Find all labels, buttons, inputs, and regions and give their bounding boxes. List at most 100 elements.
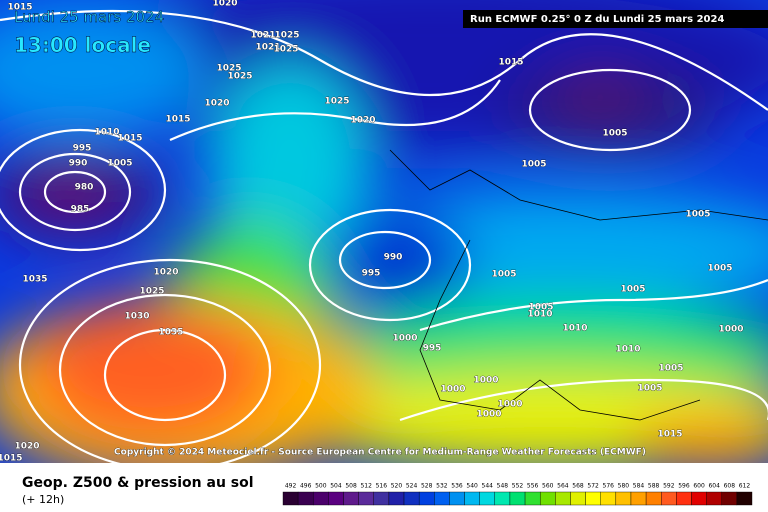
scale-label: 512: [360, 483, 372, 490]
scale-cell: [615, 491, 632, 506]
scale-cell: [479, 491, 496, 506]
isobar-label: 1020: [350, 116, 375, 126]
scale-label: 504: [330, 483, 342, 490]
isobar-label: 1025: [139, 287, 164, 297]
scale-cell: [403, 491, 420, 506]
scale-cell: [449, 491, 465, 506]
isobar-label: 1025: [216, 64, 241, 74]
scale-cell: [282, 491, 299, 506]
scale-cell: [645, 491, 662, 506]
scale-label: 604: [708, 483, 720, 490]
isobar-label: 1005: [528, 303, 553, 313]
isobar-label: 1000: [718, 325, 743, 335]
isobar-label: 995: [423, 344, 442, 354]
scale-cell: [661, 491, 677, 506]
isobar-label: 1010: [527, 310, 552, 320]
isobar-label: 1025: [273, 45, 298, 55]
scale-label: 540: [466, 483, 478, 490]
scale-cell: [585, 491, 601, 506]
run-box: [463, 10, 768, 28]
scale-cell: [630, 491, 647, 506]
footer-title: Geop. Z500 & pression au sol: [22, 475, 254, 491]
isobar-label: 1005: [637, 384, 662, 394]
scale-cell: [676, 491, 692, 506]
scale-cell: [313, 491, 329, 506]
scale-label: 600: [693, 483, 705, 490]
scale-label: 580: [618, 483, 630, 490]
scale-cell: [736, 491, 753, 506]
isobar-label: 1021: [255, 43, 280, 53]
isobar-label: 990: [69, 159, 88, 169]
scale-label: 552: [512, 483, 524, 490]
scale-cell: [494, 491, 511, 506]
isobar-label: 1000: [392, 334, 417, 344]
isobar-label: 1010: [615, 345, 640, 355]
isobar-label: 1000: [440, 385, 465, 395]
time: 13:00 locale: [14, 33, 151, 57]
isobar-label: 1025: [274, 31, 299, 41]
scale-cell: [434, 491, 450, 506]
scale-cell: [691, 491, 707, 506]
scale-label: 516: [376, 483, 388, 490]
scale-label: 500: [315, 483, 327, 490]
isobar-label: 1015: [7, 3, 32, 13]
scale-cell: [297, 491, 314, 506]
scale-cell: [600, 491, 617, 506]
isobar-label: 1000: [497, 400, 522, 410]
scale-label: 588: [648, 483, 660, 490]
scale-label: 596: [678, 483, 690, 490]
scale-label: 520: [391, 483, 403, 490]
isobars: [0, 9, 768, 463]
isobar-label: 1005: [658, 364, 683, 374]
isobar-label: 1035: [22, 275, 47, 285]
scale-cell: [418, 491, 435, 506]
scale-label: 592: [663, 483, 675, 490]
scale-label: 544: [482, 483, 494, 490]
scale-label: 564: [557, 483, 569, 490]
isobar-label: 1030: [124, 312, 149, 322]
geopotential-field: [0, 0, 768, 463]
isobar-label: 1020: [212, 0, 237, 9]
isobar-label: 995: [73, 144, 92, 154]
scale-cell: [555, 491, 571, 506]
isobar-label: 1025: [227, 72, 252, 82]
isobar-label: 985: [71, 205, 90, 215]
run-info: Run ECMWF 0.25° 0 Z du Lundi 25 mars 202…: [470, 14, 724, 25]
scale-label: 528: [421, 483, 433, 490]
scale-label: 532: [436, 483, 448, 490]
isobar-label: 1005: [491, 270, 516, 280]
isobar-label: 1020: [204, 99, 229, 109]
scale-label: 608: [724, 483, 736, 490]
isobar-label: 1005: [685, 210, 710, 220]
isobar-label: 1015: [0, 454, 23, 464]
scale-label: 548: [497, 483, 509, 490]
isobar-label: 1035: [158, 328, 183, 338]
scale-cell: [464, 491, 480, 506]
isobar-label: 1005: [620, 285, 645, 295]
scale-cell: [328, 491, 344, 506]
date: Lundi 25 mars 2024: [14, 8, 164, 26]
scale-cell: [570, 491, 586, 506]
isobar-label: 1015: [165, 115, 190, 125]
isobar-label: 1015: [117, 134, 142, 144]
scale-label: 568: [572, 483, 584, 490]
scale-label: 524: [406, 483, 418, 490]
scale-label: 584: [633, 483, 645, 490]
scale-label: 612: [739, 483, 751, 490]
isobar-label: 1005: [521, 160, 546, 170]
isobar-label: 1010: [94, 128, 119, 138]
scale-cell: [388, 491, 405, 506]
scale-cell: [539, 491, 556, 506]
isobar-label: 1015: [657, 430, 682, 440]
isobar-label: 995: [362, 269, 381, 279]
scale-cell: [509, 491, 526, 506]
scale-label: 556: [527, 483, 539, 490]
scale-label: 572: [587, 483, 599, 490]
isobar-label: 1005: [602, 129, 627, 139]
scale-label: 508: [345, 483, 357, 490]
isobar-label: 1021: [250, 31, 275, 41]
scale-label: 496: [300, 483, 312, 490]
copyright: Copyright © 2024 Meteociel.fr - Source E…: [114, 448, 646, 458]
scale-label: 576: [603, 483, 615, 490]
